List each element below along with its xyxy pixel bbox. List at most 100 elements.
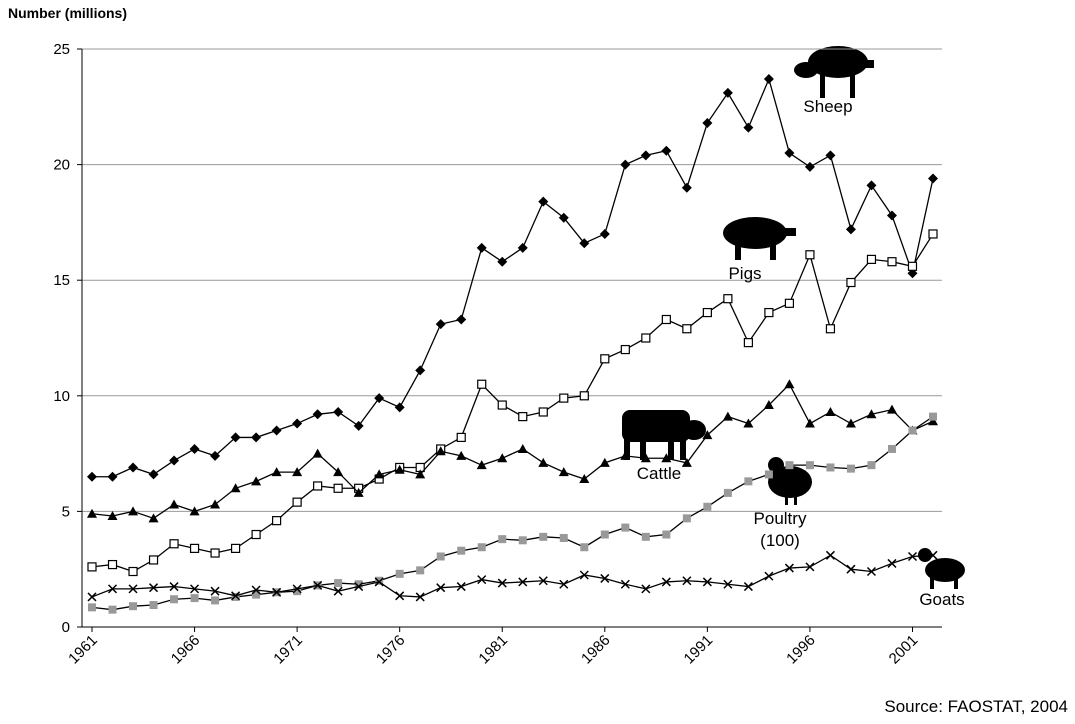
marker (641, 584, 651, 594)
marker (169, 499, 180, 509)
marker (743, 418, 754, 428)
marker (867, 461, 876, 470)
series-line (92, 77, 934, 478)
marker (436, 552, 445, 561)
marker (169, 539, 179, 549)
marker (681, 457, 692, 467)
marker (538, 407, 548, 417)
marker (887, 257, 897, 267)
marker (681, 182, 692, 193)
marker (128, 584, 138, 594)
marker (559, 579, 569, 589)
marker (107, 559, 118, 570)
y-tick-label: 20 (53, 157, 70, 174)
marker (189, 506, 200, 516)
marker (785, 461, 794, 470)
marker (763, 74, 774, 85)
marker (620, 344, 630, 355)
marker (621, 523, 630, 532)
marker (88, 603, 96, 612)
marker (825, 324, 836, 334)
series-line (91, 383, 934, 520)
marker (846, 564, 856, 574)
marker (415, 592, 425, 602)
marker (559, 393, 569, 403)
marker (866, 180, 877, 191)
marker (887, 558, 897, 568)
marker (661, 453, 672, 463)
marker (128, 566, 138, 577)
marker (189, 443, 200, 454)
marker (928, 229, 938, 239)
marker (702, 577, 712, 587)
marker (661, 577, 671, 587)
marker (271, 467, 282, 477)
marker (353, 420, 364, 431)
marker (148, 513, 159, 523)
marker (292, 418, 303, 429)
marker (251, 432, 262, 443)
marker (395, 569, 404, 578)
marker (907, 551, 918, 562)
marker (620, 159, 631, 170)
marker (251, 476, 262, 486)
marker (662, 530, 671, 539)
marker (845, 224, 856, 235)
source: Source: FAOSTAT, 2004 (884, 697, 1068, 716)
marker (599, 228, 610, 239)
x-tick-label: 1961 (65, 632, 101, 668)
marker (272, 587, 282, 597)
marker (928, 173, 938, 184)
marker (580, 543, 589, 552)
marker (456, 582, 466, 592)
marker (87, 508, 97, 518)
marker (333, 586, 343, 596)
marker (539, 532, 548, 541)
marker (87, 592, 97, 602)
marker (252, 590, 261, 599)
marker (887, 444, 896, 453)
marker (640, 453, 651, 463)
marker (846, 277, 856, 288)
marker (641, 333, 651, 343)
marker (764, 307, 774, 318)
marker (128, 506, 139, 516)
marker (149, 583, 159, 593)
marker (251, 529, 261, 540)
series-line (91, 554, 934, 598)
marker (764, 470, 773, 479)
marker (477, 575, 487, 585)
y-tick-label: 0 (62, 619, 70, 636)
marker (374, 577, 384, 587)
marker (497, 578, 507, 588)
marker (784, 379, 795, 389)
marker (517, 443, 528, 453)
marker (744, 477, 753, 486)
marker (476, 460, 487, 470)
marker (148, 469, 159, 480)
marker (354, 580, 363, 589)
marker (538, 196, 549, 207)
marker (866, 566, 876, 577)
marker (169, 455, 180, 466)
marker (394, 402, 405, 413)
marker (722, 411, 733, 421)
marker (538, 576, 548, 586)
marker (476, 242, 487, 253)
x-tick-label: 1971 (270, 632, 306, 668)
marker (333, 483, 343, 493)
cow-icon (622, 410, 706, 460)
y-tick-label: 15 (53, 272, 70, 289)
marker (313, 481, 323, 491)
marker (743, 338, 753, 348)
marker (230, 432, 241, 443)
marker (600, 530, 609, 539)
marker (211, 596, 220, 605)
marker (825, 550, 835, 560)
marker (415, 469, 426, 479)
marker (210, 586, 220, 596)
marker (599, 457, 610, 467)
y-tick-label: 25 (53, 41, 70, 58)
marker (538, 457, 549, 467)
marker (579, 474, 590, 484)
